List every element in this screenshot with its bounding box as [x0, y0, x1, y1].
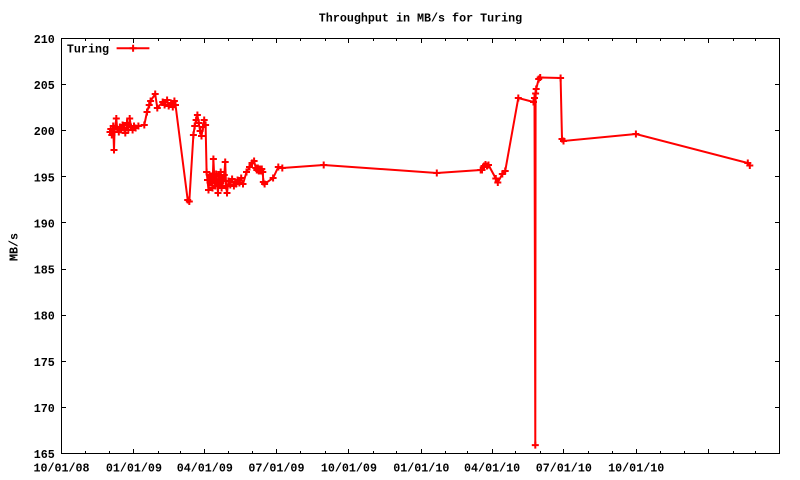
svg-text:205: 205	[34, 79, 55, 93]
svg-text:195: 195	[34, 171, 55, 185]
svg-text:04/01/09: 04/01/09	[177, 462, 233, 476]
svg-text:10/01/08: 10/01/08	[33, 462, 89, 476]
svg-text:165: 165	[34, 448, 55, 462]
svg-text:210: 210	[34, 33, 55, 47]
svg-text:01/01/09: 01/01/09	[106, 462, 162, 476]
svg-text:MB/s: MB/s	[8, 233, 22, 261]
svg-text:04/01/10: 04/01/10	[464, 462, 520, 476]
svg-text:01/01/10: 01/01/10	[393, 462, 449, 476]
svg-text:200: 200	[34, 125, 55, 139]
svg-text:Throughput in MB/s for Turing: Throughput in MB/s for Turing	[319, 12, 522, 26]
svg-text:170: 170	[34, 402, 55, 416]
svg-text:185: 185	[34, 264, 55, 278]
svg-text:10/01/10: 10/01/10	[608, 462, 664, 476]
svg-text:180: 180	[34, 310, 55, 324]
svg-text:Turing: Turing	[67, 42, 109, 56]
svg-text:10/01/09: 10/01/09	[321, 462, 377, 476]
svg-text:07/01/09: 07/01/09	[248, 462, 304, 476]
svg-text:190: 190	[34, 217, 55, 231]
svg-text:175: 175	[34, 356, 55, 370]
svg-text:07/01/10: 07/01/10	[536, 462, 592, 476]
